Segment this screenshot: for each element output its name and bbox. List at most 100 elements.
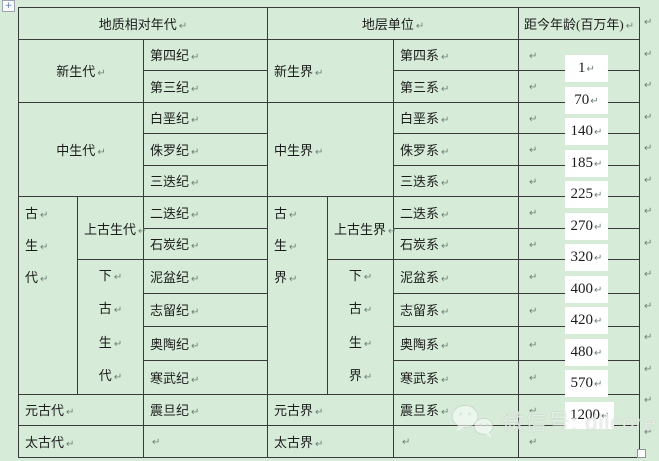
age-textbox[interactable]: 225↵ (565, 181, 608, 208)
pilcrow-mark: ↵ (191, 307, 200, 319)
pilcrow-mark: ↵ (625, 20, 635, 32)
cell-text: 元古代 (25, 403, 65, 419)
erathem-mesozoic-cell[interactable]: 中生界 ↵ (267, 101, 395, 197)
cell-text: 古 (274, 206, 288, 221)
stratigraphy-table: 地质相对年代 ↵ 地层单位 ↵ 距今年龄(百万年) ↵ 新生代 ↵ 第四纪 ↵ 新生界 ↵ … (17, 7, 641, 458)
header-label: 距今年龄(百万年) (524, 16, 624, 32)
age-value: 320 (570, 249, 594, 265)
age-textbox[interactable]: 570↵ (565, 370, 608, 397)
cell-text: 泥盆系 (400, 269, 440, 285)
age-textbox[interactable]: 420↵ (565, 307, 608, 334)
system-cell[interactable]: 侏罗系 ↵ (393, 133, 520, 166)
era-archean-cell[interactable]: 太古代 ↵ (18, 425, 144, 458)
pilcrow-mark: ↵ (191, 209, 200, 221)
erathem-upper-paleozoic-cell[interactable]: 上古生界 ↵ (327, 196, 396, 260)
paragraph-mark: ↵ (644, 174, 653, 186)
table-move-handle[interactable]: + (2, 0, 15, 12)
age-textbox[interactable]: 400↵ (565, 275, 608, 303)
era-lower-paleozoic-cell[interactable]: 下 ↵ 古 ↵ 生 ↵ 代 ↵ (77, 259, 144, 395)
header-age-cell[interactable]: 距今年龄(百万年) ↵ (518, 7, 641, 40)
age-textbox[interactable]: 480↵ (565, 338, 608, 366)
period-cell[interactable]: 第三纪 ↵ (142, 70, 269, 103)
cell-text: 奥陶系 (400, 337, 440, 353)
pilcrow-mark: ↵ (152, 437, 161, 449)
age-textbox[interactable]: 320↵ (565, 244, 608, 271)
period-cell[interactable]: 寒武纪 ↵ (142, 359, 269, 395)
period-cell[interactable]: 震旦纪 ↵ (142, 393, 269, 427)
cell-text: 二迭纪 (150, 205, 190, 221)
period-cell[interactable]: 侏罗纪 ↵ (142, 133, 269, 166)
period-cell[interactable]: 泥盆纪 ↵ (142, 259, 269, 294)
age-textbox[interactable]: 1↵ (565, 55, 608, 82)
era-proterozoic-cell[interactable]: 元古代 ↵ (18, 393, 144, 427)
vertical-char-line: 下 ↵ (328, 260, 393, 293)
cell-text: 生 (348, 334, 362, 350)
age-textbox[interactable]: 70↵ (565, 86, 608, 114)
pilcrow-mark: ↵ (441, 241, 450, 253)
paragraph-mark: ↵ (644, 206, 653, 218)
table-row: 元古代 ↵ 震旦纪 ↵ 元古界 ↵ 震旦系 ↵ ↵ (18, 393, 641, 427)
age-value: 1200 (570, 406, 600, 423)
system-cell[interactable]: 第四系 ↵ (393, 38, 520, 71)
age-textbox[interactable]: 185↵ (565, 149, 608, 177)
pilcrow-mark: ↵ (529, 176, 538, 188)
cell-text: 生 (98, 334, 112, 350)
system-cell[interactable]: 志留系 ↵ (393, 292, 520, 328)
pilcrow-mark: ↵ (594, 347, 603, 359)
pilcrow-mark: ↵ (586, 64, 595, 75)
table-row: 侏罗纪 ↵ 侏罗系 ↵ ↵ (19, 133, 641, 166)
era-mesozoic-cell[interactable]: 中生代 ↵ (18, 101, 144, 197)
table-row: 地质相对年代 ↵ 地层单位 ↵ 距今年龄(百万年) ↵ (17, 7, 641, 40)
era-cenozoic-cell[interactable]: 新生代 ↵ (18, 38, 144, 103)
age-textbox[interactable]: 140↵ (565, 118, 608, 145)
erathem-paleozoic-cell[interactable]: 古 ↵ 生 ↵ 界 ↵ (267, 196, 329, 395)
system-cell[interactable]: 石炭系 ↵ (393, 227, 520, 260)
header-strat-units-cell[interactable]: 地层单位 ↵ (267, 7, 520, 40)
era-upper-paleozoic-cell[interactable]: 上古生代 ↵ (77, 196, 146, 260)
paragraph-mark: ↵ (644, 237, 653, 249)
header-relative-age-cell[interactable]: 地质相对年代 ↵ (17, 7, 269, 40)
age-cell[interactable]: ↵ (518, 425, 641, 458)
pilcrow-mark: ↵ (441, 273, 450, 285)
system-cell[interactable]: 奥陶系 ↵ (393, 326, 520, 361)
table-row: 古 ↵ 生 ↵ 代 ↵ 上古生代 ↵ 二迭纪 ↵ 古 ↵ 生 ↵ 界 ↵ 上古生界 ↵ 二迭系 ↵ … (18, 196, 641, 395)
system-cell[interactable]: 震旦系 ↵ (393, 393, 520, 427)
system-cell[interactable]: 第三系 ↵ (393, 70, 520, 103)
cell-text: 三迭系 (400, 174, 440, 190)
cell-text: 石炭纪 (150, 237, 190, 253)
era-paleozoic-cell[interactable]: 古 ↵ 生 ↵ 代 ↵ (18, 196, 78, 395)
system-cell[interactable]: 三迭系 ↵ (393, 164, 520, 197)
erathem-proterozoic-cell[interactable]: 元古界 ↵ (267, 393, 395, 427)
paragraph-mark: ↵ (644, 17, 653, 29)
system-cell-empty[interactable]: ↵ (393, 425, 520, 458)
paragraph-mark: ↵ (644, 111, 653, 123)
erathem-cenozoic-cell[interactable]: 新生界 ↵ (267, 38, 395, 103)
pilcrow-mark: ↵ (529, 208, 538, 220)
pilcrow-mark: ↵ (441, 178, 450, 190)
age-textbox[interactable]: 1200↵ (565, 401, 615, 429)
pilcrow-mark: ↵ (178, 20, 188, 32)
system-cell[interactable]: 二迭系 ↵ (393, 196, 520, 229)
table-resize-handle[interactable] (637, 449, 646, 458)
system-cell[interactable]: 寒武系 ↵ (393, 359, 520, 395)
system-cell[interactable]: 白垩系 ↵ (393, 101, 520, 134)
pilcrow-mark: ↵ (40, 242, 49, 253)
period-cell[interactable]: 第四纪 ↵ (142, 38, 269, 71)
system-cell[interactable]: 泥盆系 ↵ (393, 259, 520, 294)
period-cell[interactable]: 白垩纪 ↵ (142, 101, 269, 134)
period-cell-empty[interactable]: ↵ (142, 425, 269, 458)
period-cell[interactable]: 三迭纪 ↵ (142, 164, 269, 197)
cell-text: 界 (348, 368, 362, 384)
period-cell[interactable]: 石炭纪 ↵ (142, 227, 269, 260)
erathem-lower-paleozoic-cell[interactable]: 下 ↵ 古 ↵ 生 ↵ 界 ↵ (327, 259, 395, 395)
period-cell[interactable]: 志留纪 ↵ (142, 292, 269, 328)
erathem-archean-cell[interactable]: 太古界 ↵ (267, 425, 395, 458)
period-cell[interactable]: 奥陶纪 ↵ (142, 326, 269, 361)
cell-text: 三迭纪 (150, 174, 190, 190)
pilcrow-mark: ↵ (441, 115, 450, 127)
period-cell[interactable]: 二迭纪 ↵ (142, 196, 269, 229)
vertical-char-line: 生 ↵ (25, 231, 77, 263)
age-textbox[interactable]: 270↵ (565, 212, 608, 240)
header-label: 地质相对年代 (98, 16, 177, 32)
pilcrow-mark: ↵ (441, 52, 450, 64)
